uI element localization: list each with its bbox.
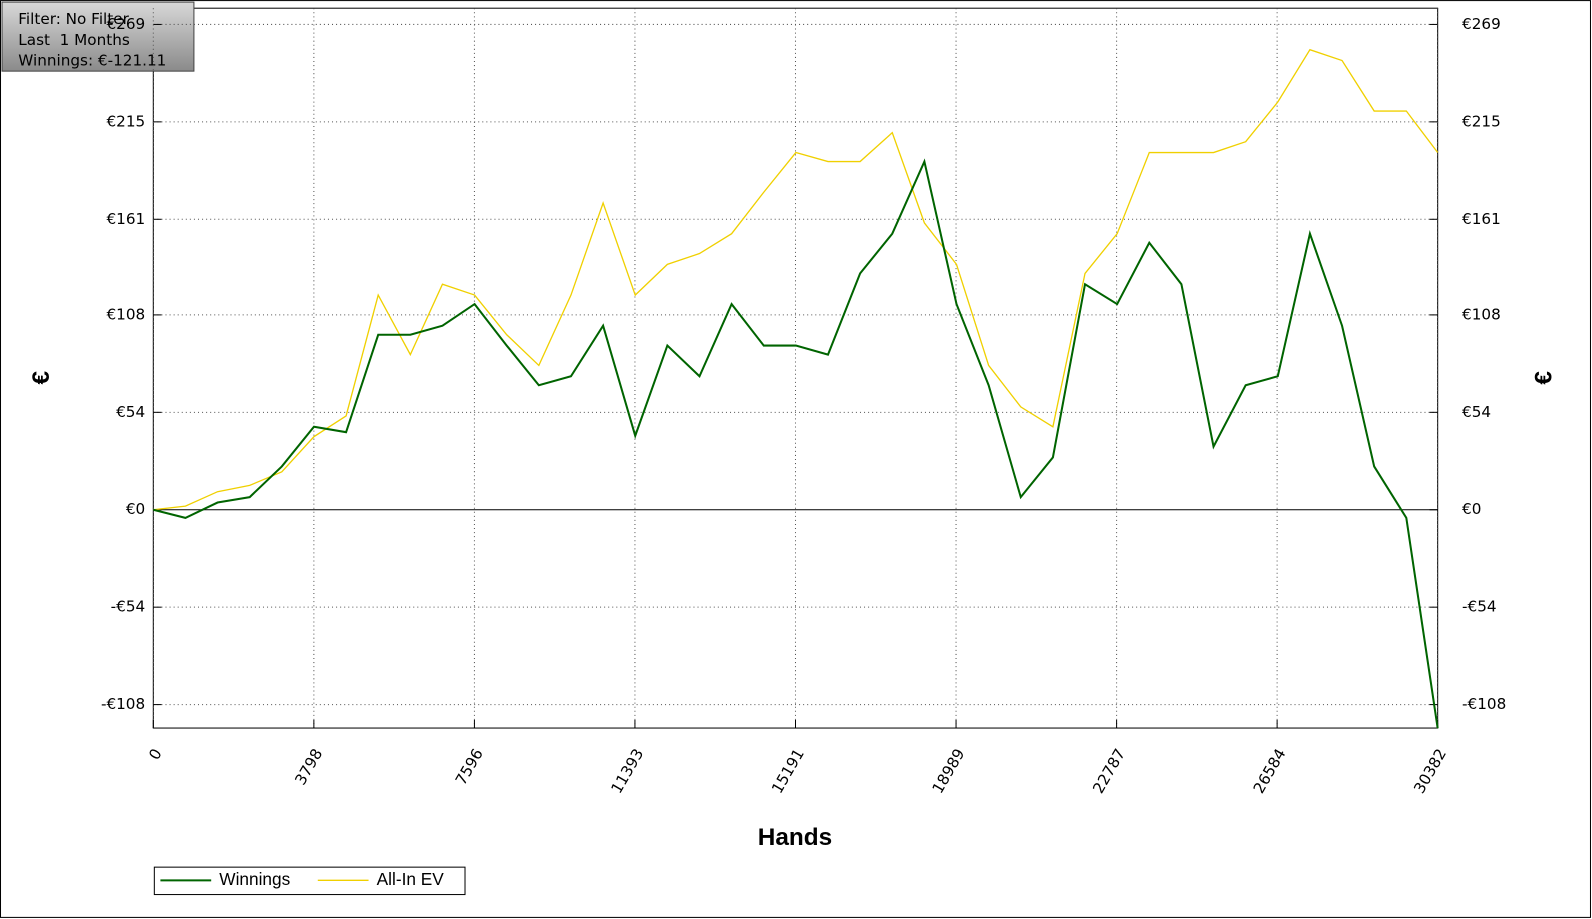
y2-tick-label: €269 <box>1462 15 1501 33</box>
y-tick-label: €0 <box>126 500 145 518</box>
y-axis-label: € <box>28 371 55 385</box>
line-series <box>153 48 1439 511</box>
info-period: Last 1 Months <box>18 31 130 49</box>
y-tick-label: €215 <box>106 112 145 130</box>
y2-axis-label: € <box>1531 371 1558 385</box>
y-tick-label: €161 <box>106 210 145 228</box>
x-axis-label: Hands <box>758 824 832 851</box>
y2-tick-label: €108 <box>1462 305 1501 323</box>
info-box <box>1 1 195 72</box>
y2-tick-label: -€108 <box>1462 695 1506 713</box>
info-winnings: Winnings: €-121.11 <box>18 51 166 69</box>
y-tick-label: €108 <box>106 305 145 323</box>
y-tick-label: €54 <box>116 403 145 421</box>
legend-label: All-In EV <box>377 869 445 889</box>
legend-label: Winnings <box>219 869 290 889</box>
y2-tick-label: -€54 <box>1462 598 1497 616</box>
y2-tick-label: €54 <box>1462 403 1491 421</box>
y2-tick-label: €0 <box>1462 500 1481 518</box>
y-tick-label: -€108 <box>101 695 145 713</box>
y2-tick-label: €215 <box>1462 112 1501 130</box>
y-tick-label: -€54 <box>111 598 146 616</box>
y-tick-label: €269 <box>106 15 145 33</box>
line-series <box>153 158 1439 729</box>
info-filter: Filter: No Filter <box>18 10 129 28</box>
y2-tick-label: €161 <box>1462 210 1501 228</box>
